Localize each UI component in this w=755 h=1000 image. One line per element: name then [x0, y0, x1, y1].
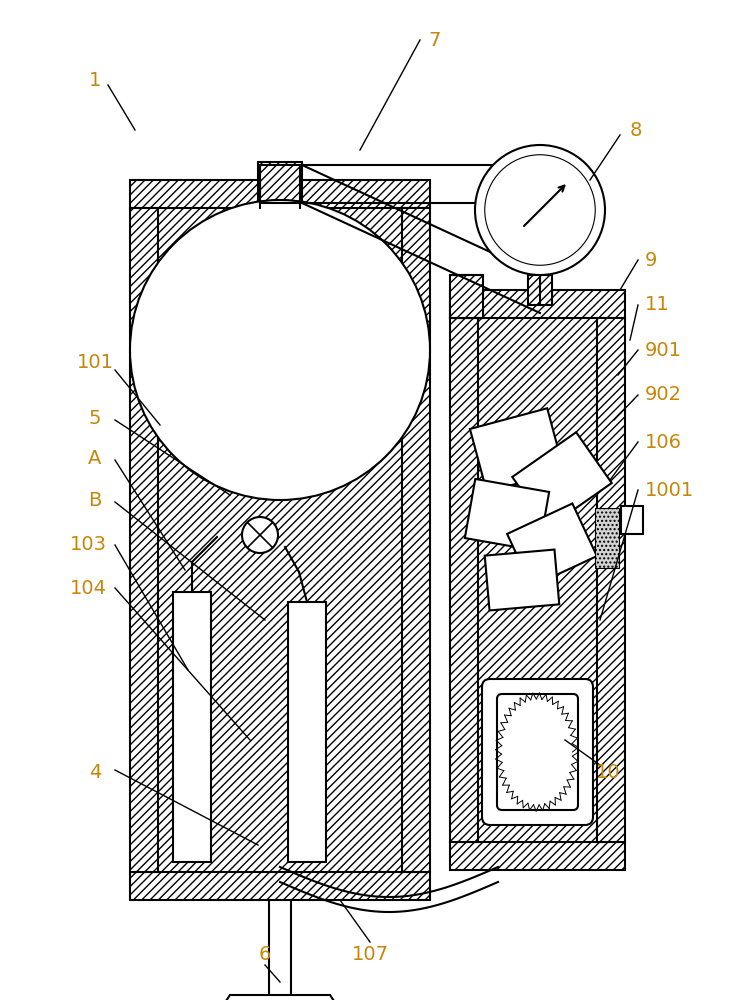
Text: 4: 4: [89, 762, 101, 782]
Circle shape: [130, 200, 430, 500]
Bar: [450, 275, 483, 318]
Bar: [402, 208, 430, 872]
FancyBboxPatch shape: [497, 694, 578, 810]
Polygon shape: [507, 504, 597, 586]
Bar: [450, 290, 625, 318]
Bar: [130, 208, 158, 872]
Circle shape: [485, 155, 595, 265]
Text: 5: 5: [89, 408, 101, 428]
Polygon shape: [465, 479, 549, 551]
Polygon shape: [200, 995, 360, 1000]
Bar: [478, 318, 597, 842]
Text: 104: 104: [69, 578, 106, 597]
Text: 101: 101: [76, 353, 113, 371]
Text: 103: 103: [69, 536, 106, 554]
Text: 106: 106: [645, 432, 682, 452]
Text: 11: 11: [645, 296, 670, 314]
Bar: [130, 872, 430, 900]
Bar: [621, 506, 643, 534]
Bar: [130, 180, 430, 208]
Bar: [288, 602, 326, 862]
Text: A: A: [88, 448, 102, 468]
Bar: [158, 208, 402, 872]
Text: B: B: [88, 490, 102, 510]
Text: 9: 9: [645, 250, 658, 269]
Bar: [450, 318, 478, 842]
Text: 10: 10: [596, 762, 621, 782]
FancyBboxPatch shape: [482, 679, 593, 825]
Text: 1: 1: [89, 70, 101, 90]
Bar: [528, 275, 552, 305]
Text: 8: 8: [630, 120, 643, 139]
Polygon shape: [470, 408, 564, 492]
Bar: [595, 508, 619, 568]
Bar: [173, 592, 211, 862]
Text: 901: 901: [645, 340, 682, 360]
Text: 107: 107: [352, 946, 389, 964]
Text: 1001: 1001: [645, 481, 695, 499]
Bar: [158, 208, 402, 872]
Text: 7: 7: [429, 30, 441, 49]
Bar: [597, 318, 625, 842]
Polygon shape: [485, 550, 559, 610]
Circle shape: [242, 517, 278, 553]
Bar: [258, 162, 302, 208]
Circle shape: [475, 145, 605, 275]
Polygon shape: [513, 432, 612, 528]
Text: 902: 902: [645, 385, 682, 404]
Text: 6: 6: [259, 946, 271, 964]
Bar: [450, 842, 625, 870]
